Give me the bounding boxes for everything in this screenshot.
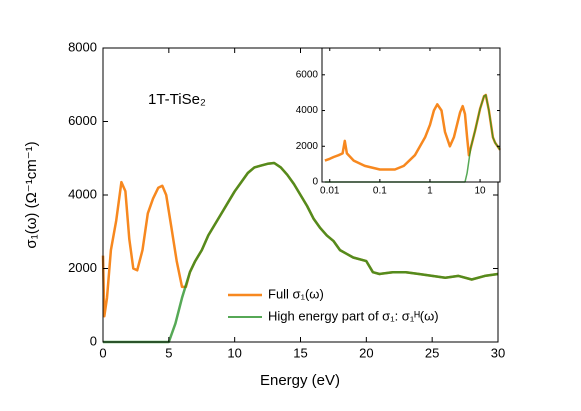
series-line [324,94,501,183]
y-axis-title: σ₁(ω) (Ω⁻¹cm⁻¹) [23,141,40,248]
y-tick-label: 2000 [68,260,97,275]
y-tick-label: 6000 [68,113,97,128]
y-tick-label: 0 [312,177,318,188]
x-tick-label: 15 [293,345,307,360]
x-tick-label: 5 [165,345,172,360]
plot-frame [321,47,501,183]
x-tick-label: 10 [475,186,487,197]
x-tick-label: 1 [427,186,433,197]
annotation: 1T-TiSe₂ [148,91,206,108]
x-tick-label: 10 [227,345,241,360]
series-line [103,161,499,344]
legend-label: Full σ₁(ω) [268,286,324,301]
x-tick-label: 25 [425,345,439,360]
x-tick-label: 0.01 [320,186,340,197]
x-tick-label: 20 [359,345,373,360]
x-tick-label: 0.1 [373,186,387,197]
x-tick-label: 30 [491,345,505,360]
y-tick-label: 0 [90,333,97,348]
y-tick-label: 2000 [296,141,319,152]
inset-background [322,48,500,182]
y-tick-label: 4000 [68,186,97,201]
x-tick-label: 0 [99,345,106,360]
x-axis-title: Energy (eV) [260,372,340,389]
y-tick-label: 8000 [68,39,97,54]
y-tick-label: 4000 [296,105,319,116]
legend-label: High energy part of σ₁: σ₁ᴴ(ω) [268,308,439,323]
y-tick-label: 6000 [296,69,319,80]
